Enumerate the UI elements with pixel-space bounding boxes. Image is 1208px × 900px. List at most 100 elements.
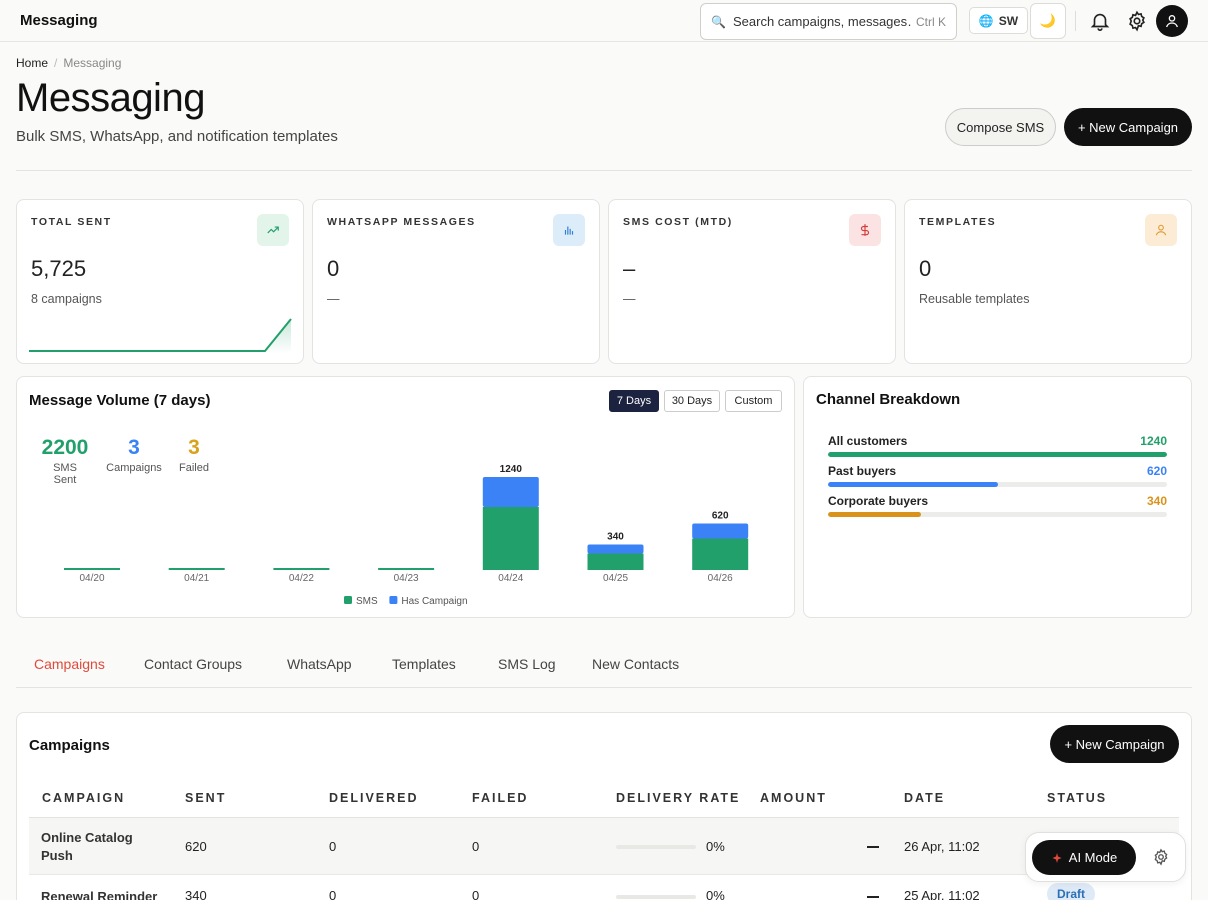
sent-cell: 340 — [185, 888, 207, 900]
chart-x-tick-label: 04/23 — [394, 573, 419, 584]
column-header[interactable]: STATUS — [1047, 791, 1108, 805]
breakdown-value: 340 — [1146, 494, 1167, 508]
chart-bar-empty — [64, 568, 120, 570]
stat-value: – — [623, 256, 636, 281]
user-icon — [1145, 214, 1177, 246]
breakdown-label: All customers — [828, 434, 908, 448]
search-input[interactable]: 🔍 Search campaigns, messages… Ctrl K — [700, 3, 957, 40]
breakdown-label: Corporate buyers — [828, 494, 929, 508]
range-30-days[interactable]: 30 Days — [664, 390, 720, 412]
kpi-value: 3 — [128, 436, 140, 459]
stat-label: TEMPLATES — [919, 216, 997, 228]
column-header[interactable]: DELIVERY RATE — [616, 791, 741, 805]
new-campaign-button[interactable]: + New Campaign — [1050, 725, 1179, 763]
page-title: Messaging — [16, 76, 205, 120]
stat-sub: 8 campaigns — [31, 292, 102, 306]
sparkle-icon — [1052, 852, 1062, 863]
breakdown-track — [828, 512, 1167, 517]
failed-cell: 0 — [472, 839, 480, 854]
chart-bar-campaign — [587, 544, 644, 554]
column-header[interactable]: SENT — [185, 791, 227, 805]
new-campaign-button[interactable]: + New Campaign — [1064, 108, 1192, 146]
stat-sub: — — [623, 292, 636, 306]
stat-card-sms-cost: SMS COST (MTD) – — — [608, 199, 896, 364]
ai-mode-button[interactable]: AI Mode — [1032, 840, 1136, 875]
chart-bar-campaign — [482, 477, 539, 507]
amount-empty — [867, 896, 879, 898]
breakdown-label: Past buyers — [828, 464, 897, 478]
breadcrumb-home[interactable]: Home — [16, 56, 49, 70]
tab-sms-log[interactable]: SMS Log — [498, 656, 556, 672]
header-divider — [29, 817, 1179, 818]
campaign-name[interactable]: Renewal Reminder — [41, 889, 158, 900]
column-header[interactable]: DATE — [904, 791, 946, 805]
tab-new-contacts[interactable]: New Contacts — [592, 656, 680, 672]
range-custom[interactable]: Custom — [725, 390, 782, 412]
table-row[interactable] — [29, 818, 1179, 875]
message-volume-chart: 04/20 04/21 04/22 04/23 1240 04/24 340 04/25 620… — [64, 464, 749, 607]
chart-x-tick-label: 04/24 — [498, 573, 523, 584]
campaign-name[interactable]: Online Catalog Push — [41, 830, 133, 863]
moon-icon: 🌙 — [1039, 13, 1057, 28]
chart-x-tick-label: 04/21 — [184, 573, 209, 584]
user-icon — [1166, 15, 1178, 28]
gear-icon[interactable] — [1152, 848, 1170, 866]
amount-empty — [867, 846, 879, 848]
column-header[interactable]: AMOUNT — [760, 791, 827, 805]
chart-bar-sms — [587, 553, 644, 570]
header-divider — [16, 170, 1192, 171]
theme-toggle-button[interactable]: 🌙 — [1030, 3, 1066, 39]
breadcrumb-current: Messaging — [63, 56, 122, 70]
column-header[interactable]: DELIVERED — [329, 791, 419, 805]
date-cell: 25 Apr, 11:02 — [904, 888, 980, 900]
chart-x-tick-label: 04/25 — [603, 573, 628, 584]
search-placeholder: Search campaigns, messages… — [733, 14, 912, 29]
page-subtitle: Bulk SMS, WhatsApp, and notification tem… — [16, 128, 338, 145]
breakdown-fill — [828, 452, 1167, 457]
card-title: Channel Breakdown — [816, 391, 961, 408]
breakdown-value: 1240 — [1140, 434, 1167, 448]
sent-cell: 620 — [185, 839, 207, 854]
kpi-label: Failed — [179, 462, 209, 474]
stat-value: 5,725 — [31, 256, 87, 281]
stat-label: WHATSAPP MESSAGES — [327, 216, 476, 228]
compose-sms-button[interactable]: Compose SMS — [945, 108, 1056, 146]
stat-value: 0 — [919, 256, 932, 281]
chart-data-label: 1240 — [500, 464, 523, 475]
status-badge: Draft — [1047, 883, 1096, 900]
chart-x-tick-label: 04/26 — [708, 573, 733, 584]
date-cell: 26 Apr, 11:02 — [904, 839, 980, 854]
kpi-label: SMS Sent — [53, 462, 77, 486]
stat-card-templates: TEMPLATES 0 Reusable templates — [904, 199, 1192, 364]
search-shortcut: Ctrl K — [916, 14, 946, 29]
tab-templates[interactable]: Templates — [392, 656, 456, 672]
stat-sub: Reusable templates — [919, 292, 1030, 306]
app-title: Messaging — [20, 12, 98, 29]
bell-icon[interactable] — [1089, 10, 1111, 32]
globe-icon: 🌐 — [978, 13, 994, 28]
delivery-rate-cell: 0% — [706, 888, 725, 900]
kpi-campaigns: 3 Campaigns — [105, 436, 163, 474]
campaigns-card: Campaigns + New Campaign CAMPAIGN SENT D… — [16, 712, 1192, 900]
card-title: Message Volume (7 days) — [29, 392, 211, 409]
avatar[interactable] — [1156, 5, 1188, 37]
kpi-label: Campaigns — [106, 462, 162, 474]
column-header[interactable]: CAMPAIGN — [42, 791, 126, 805]
gear-icon[interactable] — [1126, 10, 1148, 32]
card-title: Campaigns — [29, 737, 110, 754]
breadcrumb: Home / Messaging — [16, 56, 121, 70]
range-7-days[interactable]: 7 Days — [609, 390, 659, 412]
top-bar: Messaging 🔍 Search campaigns, messages… … — [0, 0, 1208, 42]
kpi-value: 3 — [188, 436, 200, 459]
language-button[interactable]: 🌐 SW — [969, 7, 1028, 34]
kpi-sms-sent: 2200 SMS Sent — [41, 436, 89, 486]
chart-bar-sms — [692, 538, 749, 570]
breakdown-fill — [828, 482, 998, 487]
column-header[interactable]: FAILED — [472, 791, 529, 805]
ai-floating-bar: AI Mode — [1025, 832, 1186, 882]
tab-whatsapp[interactable]: WhatsApp — [287, 656, 352, 672]
dollar-icon — [849, 214, 881, 246]
tab-contact-groups[interactable]: Contact Groups — [144, 656, 243, 672]
tab-campaigns[interactable]: Campaigns — [34, 656, 105, 672]
breadcrumb-separator: / — [54, 56, 58, 70]
